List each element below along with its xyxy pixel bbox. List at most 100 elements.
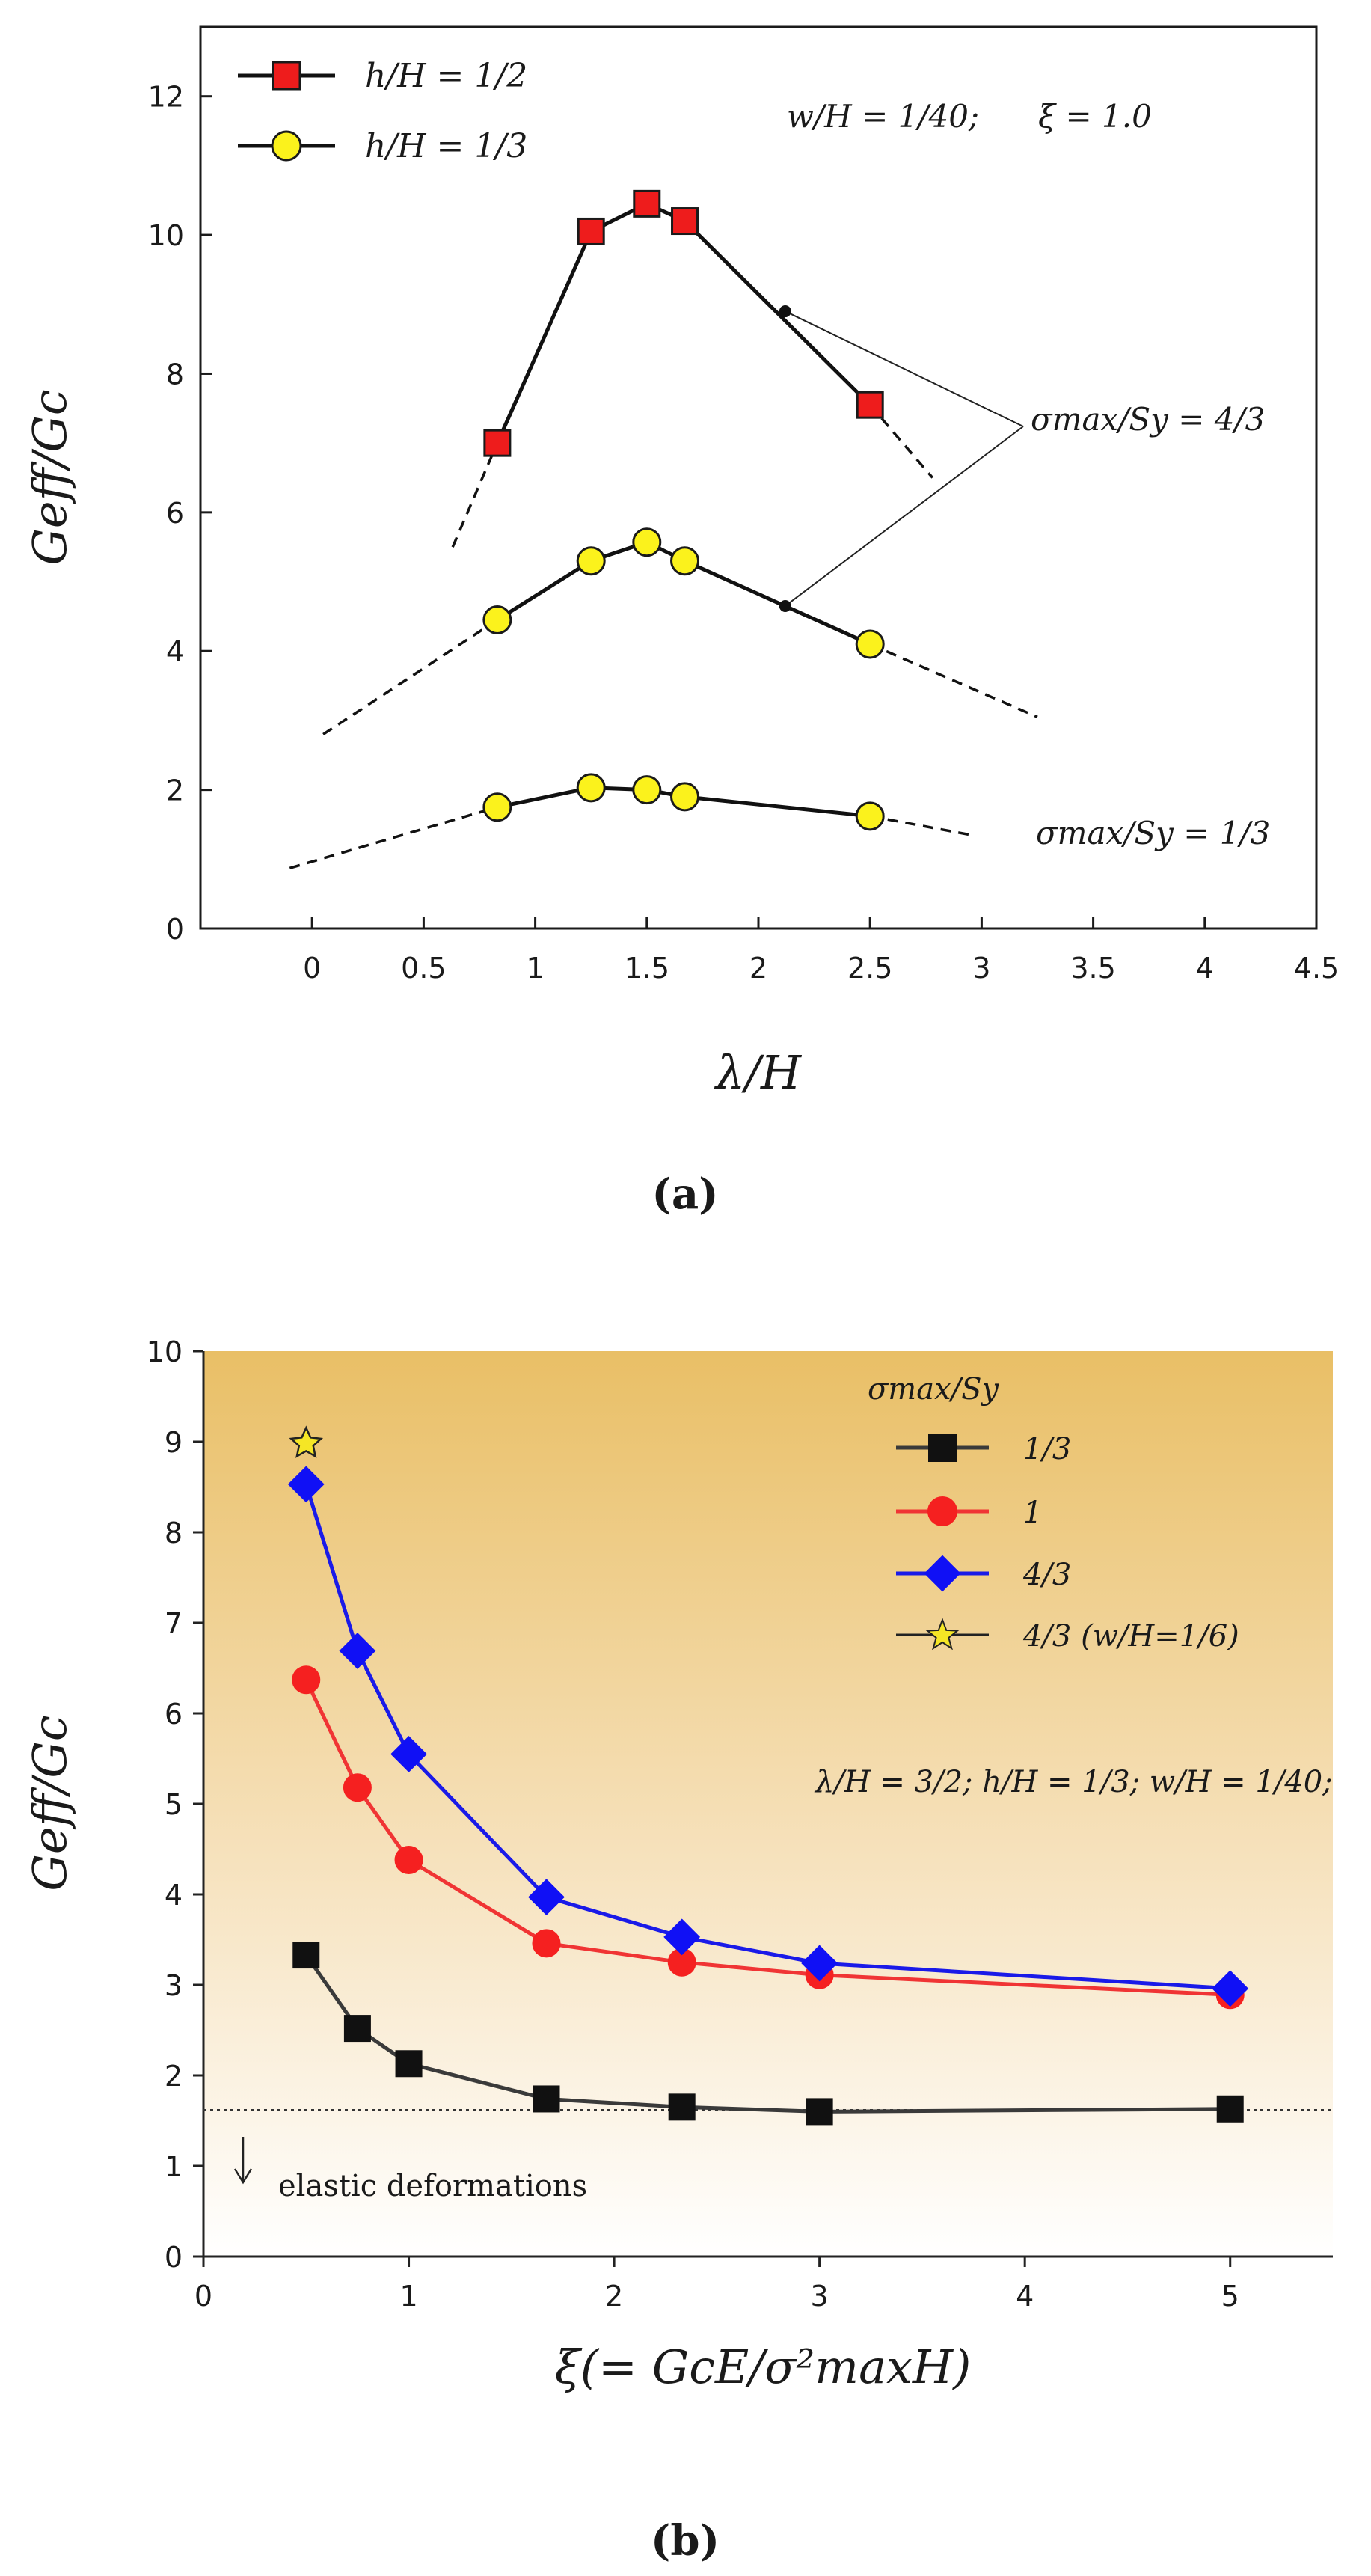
a-y-tick-label: 0 bbox=[166, 913, 184, 946]
a-extrapolation-line bbox=[869, 643, 1038, 718]
a-x-axis-label: λ/H bbox=[714, 1045, 803, 1100]
a-data-point-circle bbox=[855, 629, 885, 659]
a-x-tick-label: 1 bbox=[527, 952, 545, 985]
a-y-tick-label: 2 bbox=[166, 774, 184, 807]
b-legend-circle-icon bbox=[927, 1496, 957, 1526]
a-y-ticks: 0 2 4 6 8 10 12 bbox=[148, 81, 212, 946]
b-x-ticks: 0 1 2 3 4 5 bbox=[194, 2257, 1239, 2313]
a-marked-point bbox=[779, 305, 791, 318]
b-y-tick-label: 1 bbox=[165, 2150, 183, 2183]
b-data-point-square bbox=[292, 1942, 320, 1969]
a-legend-circle-icon bbox=[271, 130, 302, 162]
a-label-lower: σmax/Sy = 1/3 bbox=[1036, 815, 1270, 851]
b-data-point-square bbox=[343, 2015, 371, 2043]
b-y-tick-label: 0 bbox=[165, 2241, 183, 2274]
b-data-point-circle bbox=[292, 1665, 321, 1695]
a-x-ticks: 0 0.5 1 1.5 2 2.5 3 3.5 4 4.5 bbox=[303, 917, 1339, 985]
a-data-point-circle bbox=[855, 801, 885, 831]
b-legend-diamond-icon bbox=[924, 1555, 961, 1592]
b-markers bbox=[287, 1425, 1249, 2126]
b-x-tick-label: 5 bbox=[1221, 2280, 1239, 2313]
b-y-ticks: 0 1 2 3 4 5 6 7 8 9 10 bbox=[147, 1336, 203, 2274]
b-y-tick-label: 9 bbox=[165, 1426, 183, 1459]
b-data-point-diamond bbox=[528, 1879, 565, 1916]
a-y-tick-label: 12 bbox=[148, 81, 184, 114]
b-panel-label: (b) bbox=[651, 2516, 720, 2566]
b-x-tick-label: 0 bbox=[194, 2280, 212, 2313]
b-data-point-square bbox=[1216, 2095, 1244, 2123]
plot-b-background bbox=[203, 1351, 1333, 2257]
a-legend: h/H = 1/2 h/H = 1/3 bbox=[238, 57, 527, 165]
a-panel-label: (a) bbox=[651, 1169, 718, 1219]
b-y-tick-label: 8 bbox=[165, 1517, 183, 1549]
chart-b: 0 1 2 3 4 5 0 1 2 3 4 5 6 7 8 9 10 σmax/Sy 1/3 1 4/3 4/… bbox=[22, 1336, 1333, 2566]
a-x-tick-label: 4.5 bbox=[1294, 952, 1339, 985]
b-y-axis-label: Geff/Gc bbox=[22, 1715, 77, 1891]
b-x-tick-label: 4 bbox=[1016, 2280, 1034, 2313]
a-annotation-xi: ξ = 1.0 bbox=[1038, 98, 1152, 135]
a-leader-line bbox=[785, 310, 1024, 427]
a-data-point-circle bbox=[482, 605, 512, 635]
a-data-point-circle bbox=[576, 773, 606, 803]
b-legend-label-2: 1 bbox=[1023, 1496, 1042, 1530]
b-legend-star-icon bbox=[925, 1618, 960, 1650]
b-data-point-diamond bbox=[339, 1633, 376, 1669]
b-x-axis-label: ξ(= GcE/σ²maxH) bbox=[555, 2340, 972, 2394]
a-label-upper: σmax/Sy = 4/3 bbox=[1031, 401, 1265, 438]
a-x-tick-label: 0 bbox=[303, 952, 321, 985]
a-x-tick-label: 2.5 bbox=[847, 952, 892, 985]
b-data-point-circle bbox=[532, 1929, 561, 1958]
a-y-tick-label: 4 bbox=[166, 635, 184, 668]
a-x-tick-label: 4 bbox=[1196, 952, 1214, 985]
b-elastic-label: elastic deformations bbox=[278, 2169, 587, 2203]
a-leader-line bbox=[785, 426, 1024, 607]
a-extrapolation-line bbox=[451, 442, 499, 548]
a-data-point-square bbox=[856, 391, 884, 419]
b-legend-label-4: 4/3 (w/H=1/6) bbox=[1022, 1619, 1239, 1653]
b-legend-square-icon bbox=[928, 1434, 957, 1462]
a-data-point-square bbox=[483, 429, 512, 457]
a-legend-square-icon bbox=[272, 61, 301, 91]
b-data-point-square bbox=[533, 2085, 560, 2113]
b-data-point-star bbox=[289, 1425, 324, 1458]
a-x-tick-label: 2 bbox=[749, 952, 767, 985]
b-data-point-diamond bbox=[801, 1945, 838, 1982]
b-y-tick-label: 5 bbox=[165, 1788, 183, 1821]
b-legend-label-3: 4/3 bbox=[1022, 1558, 1071, 1592]
a-annotation-ratio: w/H = 1/40; bbox=[787, 98, 979, 135]
chart-a: 0 0.5 1 1.5 2 2.5 3 3.5 4 4.5 0 2 4 6 8 10 12 h/H = 1/2… bbox=[22, 25, 1339, 1219]
b-data-point-circle bbox=[343, 1773, 372, 1802]
b-y-tick-label: 4 bbox=[165, 1879, 183, 1912]
a-x-tick-label: 3.5 bbox=[1070, 952, 1115, 985]
a-extrapolation-line bbox=[868, 404, 934, 479]
b-data-point-square bbox=[668, 2093, 696, 2121]
a-y-tick-label: 8 bbox=[166, 358, 184, 391]
a-y-tick-label: 10 bbox=[148, 219, 184, 252]
a-data-point-circle bbox=[482, 792, 512, 822]
a-data-point-square bbox=[633, 189, 661, 218]
a-x-tick-label: 1.5 bbox=[625, 952, 669, 985]
b-y-tick-label: 7 bbox=[165, 1607, 183, 1640]
b-data-point-diamond bbox=[1212, 1970, 1249, 2007]
b-x-tick-label: 2 bbox=[605, 2280, 623, 2313]
a-data-point-circle bbox=[576, 546, 606, 576]
b-y-tick-label: 2 bbox=[165, 2060, 183, 2093]
a-data-point-circle bbox=[670, 782, 700, 812]
a-marked-point bbox=[779, 599, 791, 612]
b-y-tick-label: 3 bbox=[165, 1969, 183, 2002]
b-y-tick-label: 10 bbox=[147, 1336, 183, 1368]
plot-a-frame bbox=[199, 25, 1318, 930]
a-legend-label-1: h/H = 1/2 bbox=[365, 57, 527, 95]
a-data-point-circle bbox=[632, 775, 662, 805]
a-leader-lines bbox=[779, 305, 1024, 612]
a-data-point-circle bbox=[670, 546, 700, 576]
b-data-point-circle bbox=[394, 1846, 423, 1875]
b-legend-title: σmax/Sy bbox=[868, 1372, 1000, 1407]
b-data-point-diamond bbox=[663, 1918, 701, 1956]
b-annotation: λ/H = 3/2; h/H = 1/3; w/H = 1/40; bbox=[814, 1765, 1333, 1799]
b-elastic-arrow-head bbox=[233, 2168, 253, 2185]
a-x-tick-label: 3 bbox=[972, 952, 990, 985]
a-data-point-square bbox=[671, 207, 699, 236]
a-extrapolation-line bbox=[289, 806, 498, 870]
